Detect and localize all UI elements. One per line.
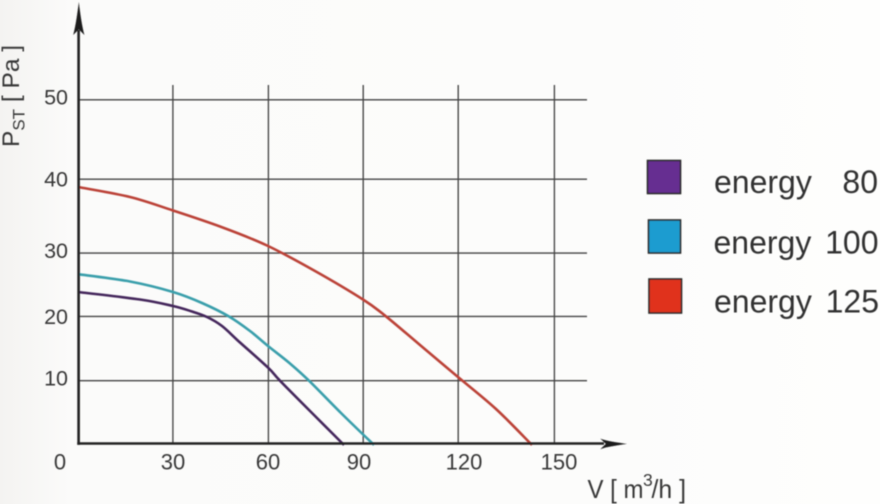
- svg-text:80: 80: [842, 164, 878, 200]
- svg-text:60: 60: [256, 450, 280, 475]
- svg-text:100: 100: [825, 225, 878, 261]
- svg-text:V [ m: V [ m: [588, 474, 644, 504]
- svg-text:energy: energy: [714, 225, 812, 261]
- svg-text:150: 150: [541, 450, 578, 475]
- svg-text:PST [ Pa ]: PST [ Pa ]: [0, 45, 29, 147]
- svg-text:0: 0: [54, 450, 66, 475]
- svg-text:50: 50: [44, 86, 68, 110]
- svg-text:125: 125: [826, 284, 879, 320]
- svg-text:energy: energy: [714, 284, 812, 320]
- svg-text:30: 30: [161, 450, 185, 475]
- svg-text:90: 90: [347, 450, 371, 475]
- svg-text:10: 10: [44, 367, 68, 391]
- svg-text:30: 30: [44, 239, 68, 263]
- svg-text:40: 40: [44, 167, 68, 191]
- svg-text:3: 3: [643, 470, 653, 490]
- svg-text:20: 20: [44, 305, 68, 329]
- svg-text:120: 120: [446, 450, 483, 475]
- svg-text:energy: energy: [714, 164, 812, 200]
- svg-text:/h ]: /h ]: [652, 474, 687, 504]
